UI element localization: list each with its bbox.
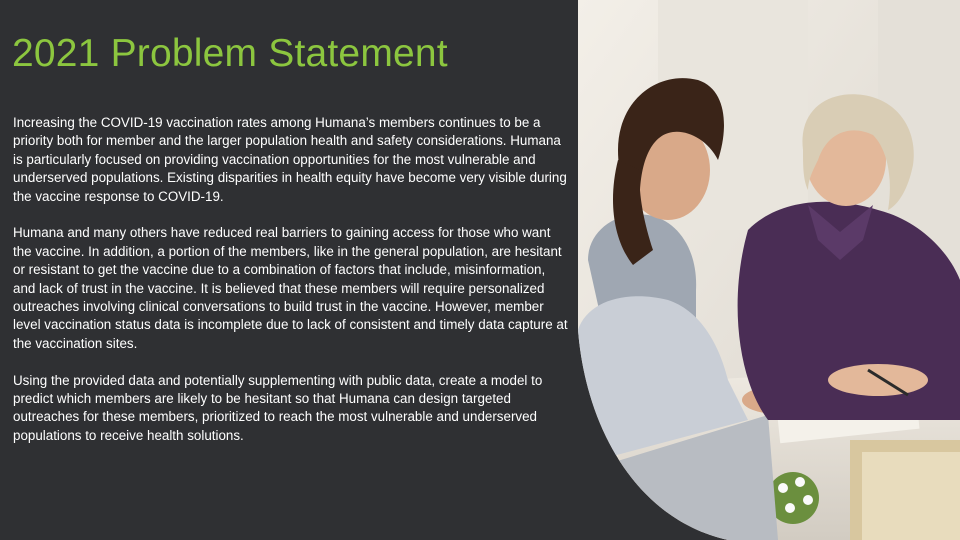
paragraph-2: Humana and many others have reduced real… — [13, 225, 568, 351]
paragraph-1: Increasing the COVID-19 vaccination rate… — [13, 115, 567, 204]
slide-title: 2021 Problem Statement — [12, 32, 448, 75]
healthcare-photo — [578, 0, 960, 540]
paragraph-3: Using the provided data and potentially … — [13, 372, 543, 443]
slide-body: Increasing the COVID-19 vaccination rate… — [13, 114, 571, 464]
photo-illustration — [578, 0, 960, 540]
